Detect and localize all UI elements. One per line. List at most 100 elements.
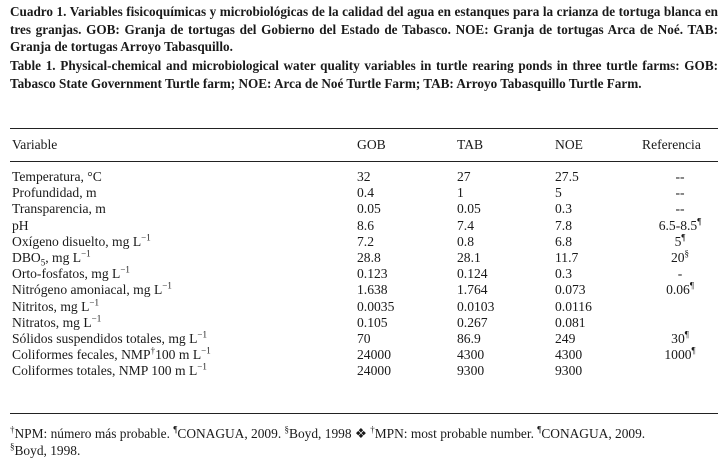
footnote-text-boyd-en: Boyd, 1998. [14,443,81,458]
cell-gob: 24000 [357,347,391,363]
footnote-mark-dagger: † [10,424,15,435]
cell-tab: 1.764 [457,282,488,298]
table-row: Oxígeno disuelto, mg L−1 7.2 0.8 6.8 5¶ [10,232,718,250]
table-header-row: Variable GOB TAB NOE Referencia [10,131,718,159]
table-row: Nitratos, mg L−1 0.105 0.267 0.081 [10,313,718,331]
caption-english-label: Table 1. [10,58,56,73]
cell-tab: 27 [457,169,471,184]
cell-gob: 24000 [357,363,391,379]
cell-variable: Transparencia, m [12,201,106,217]
cell-referencia: - [677,266,683,282]
cell-tab: 0.0103 [457,298,495,314]
table-row: Nitritos, mg L−1 0.0035 0.0103 0.0116 [10,297,718,315]
cell-noe: 11.7 [555,250,579,266]
cell-noe: 0.073 [555,282,586,298]
cell-variable: DBO5, mg L−1 [12,248,91,268]
cell-gob: 32 [357,169,371,184]
table-top-rule [10,128,718,129]
header-bottom-rule [10,161,718,162]
cell-referencia: 30¶ [671,329,689,347]
table-row: DBO5, mg L−1 28.8 28.1 11.7 20§ [10,248,718,268]
cell-tab: 4300 [457,347,485,363]
header-referencia: Referencia [642,137,701,152]
cell-referencia: -- [675,201,685,217]
cell-gob: 0.4 [357,185,374,201]
cell-referencia: 6.5-8.5¶ [658,216,702,233]
cell-referencia: 1000¶ [664,345,696,363]
cell-variable: Coliformes fecales, NMP†100 m L−1 [12,345,211,363]
header-gob: GOB [357,137,386,152]
caption-spanish: Cuadro 1. Variables fisicoquímicas y mic… [10,3,718,56]
table-row: Sólidos suspendidos totales, mg L−1 70 86.… [10,329,718,347]
caption-english-text: Physical-chemical and microbiological wa… [10,58,719,91]
cell-variable: pH [12,217,29,233]
cell-noe: 9300 [555,363,583,379]
cell-noe: 249 [555,331,576,347]
cell-variable: Nitrógeno amoniacal, mg L−1 [12,280,172,298]
cell-variable: Oxígeno disuelto, mg L−1 [12,232,151,249]
header-tab: TAB [457,137,484,152]
cell-noe: 0.0116 [555,298,592,314]
table-row: Orto-fosfatos, mg L−1 0.123 0.124 0.3 - [10,264,718,282]
footnote-text-mpn: MPN: most probable number. [374,426,538,441]
footnote-mark-pilcrow: ¶ [173,424,178,435]
footnote-text-boyd: Boyd, 1998 ❖ [289,426,371,441]
header-variable: Variable [12,137,58,152]
cell-gob: 0.0035 [357,298,395,314]
cell-tab: 7.4 [457,217,474,233]
cell-gob: 8.6 [357,217,374,233]
cell-gob: 28.8 [357,250,381,266]
cell-tab: 28.1 [457,250,481,266]
cell-variable: Profundidad, m [12,185,97,201]
cell-referencia: -- [675,185,685,201]
cell-variable: Nitratos, mg L−1 [12,313,102,330]
water-quality-table: Variable GOB TAB NOE Referencia Temperat… [10,131,718,380]
cell-tab: 86.9 [457,331,481,347]
cell-noe: 7.8 [555,217,572,233]
table-row: pH 8.6 7.4 7.8 6.5-8.5¶ [10,216,718,234]
footnote-text-conagua-en: CONAGUA, 2009. [541,426,646,441]
cell-tab: 0.05 [457,201,481,217]
cell-tab: 0.124 [457,266,488,282]
cell-gob: 1.638 [357,282,388,298]
table-bottom-rule [10,413,718,414]
footnote-text-npm: NPM: número más probable. [14,426,174,441]
table-row: Nitrógeno amoniacal, mg L−1 1.638 1.764 0.0… [10,280,718,298]
cell-noe: 4300 [555,347,583,363]
cell-referencia: 5¶ [674,232,686,249]
cell-referencia: 20§ [670,248,690,266]
footnote-mark-dagger-en: † [370,424,375,435]
cell-gob: 0.105 [357,314,388,330]
table-row: Profundidad, m 0.4 1 5 -- [10,185,718,201]
cell-noe: 0.081 [555,314,586,330]
table-row: Temperatura, °C 32 27 27.5 -- [10,169,718,185]
cell-noe: 27.5 [555,169,579,184]
footnote-mark-section-en: § [10,441,15,452]
cell-noe: 5 [555,185,562,201]
cell-tab: 0.8 [457,233,474,249]
cell-tab: 0.267 [457,314,488,330]
cell-tab: 9300 [457,363,485,379]
caption-english: Table 1. Physical-chemical and microbiol… [10,57,718,92]
footnote-text-conagua: CONAGUA, 2009. [177,426,285,441]
cell-variable: Sólidos suspendidos totales, mg L−1 [12,329,207,347]
cell-referencia: 0.06¶ [666,280,694,298]
cell-noe: 0.3 [555,266,572,282]
cell-tab: 1 [457,185,464,201]
caption-spanish-text: Variables fisicoquímicas y microbiológic… [10,4,719,54]
cell-gob: 70 [357,331,371,347]
cell-gob: 7.2 [357,233,374,249]
cell-variable: Nitritos, mg L−1 [12,297,99,314]
caption-spanish-label: Cuadro 1. [10,4,67,19]
cell-variable: Coliformes totales, NMP 100 m L−1 [12,361,207,379]
cell-variable: Temperatura, °C [12,169,102,184]
cell-gob: 0.05 [357,201,381,217]
cell-referencia [640,299,718,315]
table-row: Coliformes fecales, NMP†100 m L−1 24000 43… [10,345,718,363]
table-row: Transparencia, m 0.05 0.05 0.3 -- [10,201,718,217]
cell-noe: 6.8 [555,233,572,249]
cell-variable: Orto-fosfatos, mg L−1 [12,264,130,282]
cell-referencia [640,363,718,379]
footnote-mark-pilcrow-en: ¶ [537,424,542,435]
